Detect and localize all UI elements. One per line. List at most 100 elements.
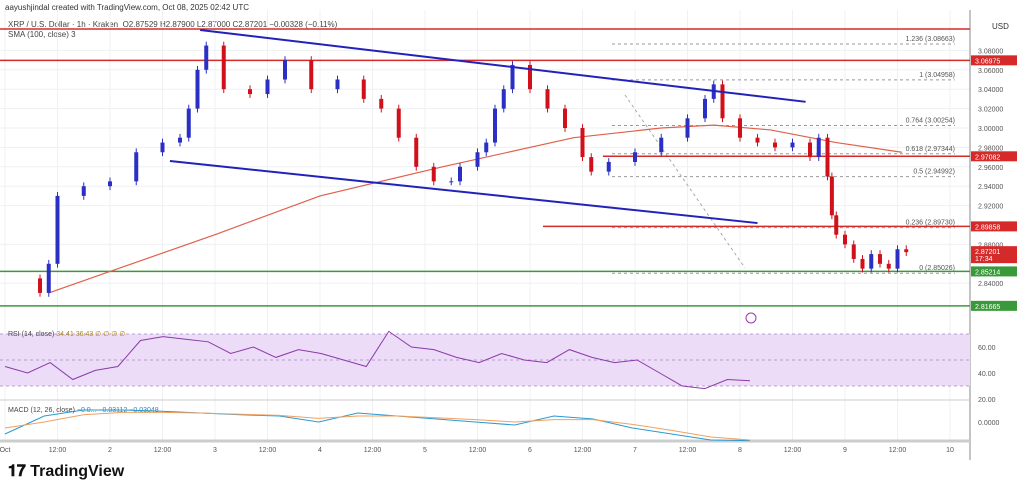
candle-body [46,263,51,293]
candle-body [396,108,401,138]
price-tick-label: 2.96000 [978,165,1003,172]
candle-body [475,152,480,167]
candle-body [458,166,462,182]
price-tick-label: 3.00000 [978,126,1003,133]
candle-body [204,45,209,70]
candle-body [851,244,856,259]
price-chart[interactable]: Oct 12:00 2 12:00 3 12:00 4 12:00 5 12:00 6 12:00 7 1… [0,0,1024,460]
price-tag [971,221,1017,232]
time-tick-label: 2 [108,447,112,454]
price-tag-label: 3.06975 [975,58,1000,65]
sma-line [48,124,902,294]
rsi-label: RSI (14, close) [8,331,55,338]
macd-legend[interactable]: MACD (12, 26, close) −0.0... −0.03112 −0… [8,407,159,414]
candle-body [808,142,812,158]
time-tick-label: 12:00 [259,447,277,454]
time-tick-label: 12:00 [679,447,697,454]
candle-body [545,89,550,109]
channel-trendline [169,159,758,225]
candle-body [38,278,42,293]
price-tag [971,266,1017,277]
candle-body [414,137,419,167]
candle-body [843,234,847,245]
rsi-values: 34.41 36.43 ∅ ∅ ∅ ∅ [56,331,126,338]
rsi-legend[interactable]: RSI (14, close) 34.41 36.43 ∅ ∅ ∅ ∅ [8,330,125,338]
macd-label: MACD (12, 26, close) [8,407,75,414]
channel-trendline [200,29,806,103]
candle-body [895,249,900,269]
countdown-label: 17:34 [975,256,993,263]
candle-body [283,60,287,80]
rsi-tick-label: 60.00 [978,345,996,352]
candle-body [773,142,777,148]
ohlc-values: O2.87529 H2.87900 L2.87000 C2.87201 −0.0… [122,20,338,29]
time-tick-label: 5 [423,447,427,454]
symbol-name[interactable]: XRP / U.S. Dollar · 1h · Kraken [8,20,119,29]
candle-body [606,161,611,172]
candle-body [738,118,742,138]
rsi-tick-label: 20.00 [978,397,996,404]
price-tag [971,300,1017,311]
candle-body [510,64,515,90]
symbol-legend: XRP / U.S. Dollar · 1h · Kraken O2.87529… [8,20,337,29]
candle-body [55,195,60,264]
candle-body [685,118,690,138]
candle-body [431,166,436,182]
candle-body [633,152,637,162]
time-tick-label: 12:00 [49,447,67,454]
time-tick-label: 12:00 [154,447,172,454]
price-tick-label: 2.98000 [978,145,1003,152]
time-tick-label: 12:00 [574,447,592,454]
candle-body [449,181,454,183]
fib-diagonal [624,94,746,269]
candle-body [904,249,909,253]
fib-level-label: 0.236 (2.89730) [906,220,955,227]
candle-body [659,137,664,153]
price-tag-label: 2.97082 [975,154,1000,161]
candle-body [186,108,191,138]
candle-body [134,152,139,182]
time-tick-label: 4 [318,447,322,454]
candle-body [221,45,226,90]
candle-body [720,84,725,119]
price-tag-label: 2.85214 [975,269,1000,276]
price-tick-label: 2.84000 [978,281,1003,288]
candle-body [886,263,891,269]
current-price-label: 2.87201 [975,249,1000,256]
time-tick-label: 3 [213,447,217,454]
candle-body [501,89,506,109]
candle-body [580,128,585,158]
event-marker-icon [745,312,757,324]
fib-level-label: 0.618 (2.97344) [906,146,955,153]
candle-body [816,137,821,158]
candle-body [265,79,270,95]
candle-body [703,98,707,119]
macd-signal-line [4,411,751,441]
candle-body [878,254,882,264]
price-tag-label: 2.81665 [975,304,1000,311]
time-tick-label: 9 [843,447,847,454]
fib-level-label: 0.764 (3.00254) [906,118,955,125]
time-tick-label: 12:00 [364,447,382,454]
tv-logo-icon: 𝟏𝟕 [8,463,31,480]
time-tick-label: 8 [738,447,742,454]
price-tick-label: 2.92000 [978,204,1003,211]
candle-body [335,79,340,90]
candle-body [528,64,532,90]
fib-level-label: 0 (2.85026) [919,265,955,272]
candle-body [108,181,112,187]
current-price-tag [971,246,1017,264]
macd-values: −0.0... −0.03112 −0.03048 [76,407,159,414]
sma-legend[interactable]: SMA (100, close) 3 [8,30,76,39]
tradingview-logo[interactable]: 𝟏𝟕 TradingView [8,463,124,481]
currency-label: USD [992,22,1009,31]
price-tag [971,151,1017,162]
time-tick-label: 12:00 [784,447,802,454]
candle-body [563,108,567,128]
price-tick-label: 3.08000 [978,48,1003,55]
fib-level-label: 1.236 (3.08663) [906,36,955,43]
candle-body [493,108,497,143]
candle-body [160,142,165,153]
candle-body [81,186,86,196]
price-tag-label: 2.89858 [975,224,1000,231]
